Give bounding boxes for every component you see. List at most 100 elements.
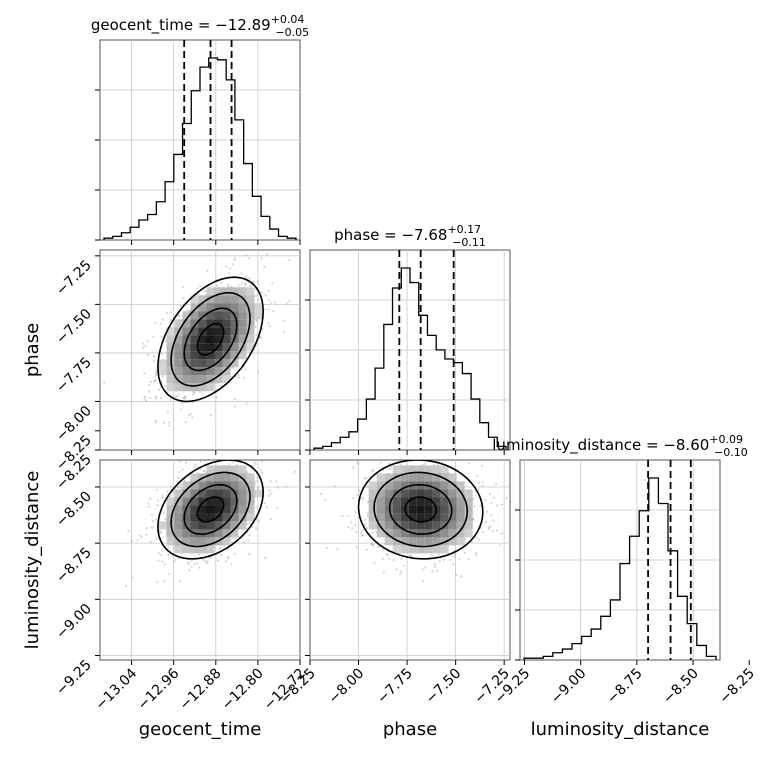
sample-point bbox=[186, 309, 189, 312]
sample-point bbox=[139, 534, 142, 537]
y-tick-label: −9.00 bbox=[53, 601, 95, 643]
density-cell bbox=[416, 465, 425, 474]
density-cell bbox=[400, 521, 409, 530]
sample-point bbox=[209, 414, 212, 417]
contour-level bbox=[170, 292, 251, 387]
sample-point bbox=[216, 559, 219, 562]
sample-point bbox=[453, 553, 456, 556]
sample-point bbox=[253, 461, 256, 464]
sample-point bbox=[255, 319, 258, 323]
sample-point bbox=[245, 254, 248, 257]
sample-point bbox=[371, 531, 374, 534]
sample-point bbox=[462, 456, 464, 458]
sample-point bbox=[256, 280, 259, 283]
density-cell bbox=[182, 383, 191, 392]
density-cell bbox=[432, 545, 441, 554]
density-cell bbox=[456, 481, 465, 490]
density-cell bbox=[182, 529, 191, 538]
sample-point bbox=[161, 560, 164, 563]
sample-point bbox=[256, 518, 259, 522]
sample-point bbox=[188, 569, 191, 572]
density-cell bbox=[174, 529, 183, 538]
sample-point bbox=[194, 463, 197, 466]
sample-point bbox=[253, 452, 255, 454]
sample-point bbox=[479, 504, 482, 507]
sample-point bbox=[153, 355, 156, 358]
density-cell bbox=[206, 521, 215, 530]
density-cell bbox=[392, 481, 401, 490]
density-cell bbox=[238, 295, 247, 304]
sample-point bbox=[174, 395, 177, 398]
density-cell bbox=[222, 537, 231, 546]
sample-point bbox=[193, 563, 196, 566]
density-cell bbox=[230, 359, 239, 368]
sample-point bbox=[184, 396, 187, 399]
density-cell bbox=[206, 489, 215, 498]
density-cell bbox=[464, 505, 473, 514]
density-cell bbox=[214, 529, 223, 538]
sample-point bbox=[449, 558, 452, 562]
density-cell bbox=[432, 465, 441, 474]
density-cell bbox=[214, 335, 223, 344]
x-tick-label: −8.75 bbox=[604, 666, 646, 708]
density-cell bbox=[376, 505, 385, 514]
sample-point bbox=[256, 371, 260, 374]
density-cell bbox=[392, 465, 401, 474]
density-cell bbox=[456, 529, 465, 538]
sample-point bbox=[144, 399, 148, 402]
density-cell bbox=[198, 521, 207, 530]
density-cell bbox=[456, 513, 465, 522]
sample-point bbox=[255, 527, 258, 530]
sample-point bbox=[175, 395, 178, 398]
sample-point bbox=[181, 468, 184, 471]
sample-point bbox=[155, 581, 158, 584]
sample-point bbox=[464, 538, 467, 541]
density-cell bbox=[416, 489, 425, 498]
sample-point bbox=[498, 544, 501, 547]
density-cell bbox=[254, 489, 263, 498]
sample-point bbox=[157, 559, 160, 562]
sample-point bbox=[268, 299, 271, 302]
sample-point bbox=[154, 321, 157, 324]
sample-point bbox=[180, 482, 183, 486]
sample-point bbox=[161, 375, 164, 378]
density-cell bbox=[182, 513, 191, 522]
sample-point bbox=[161, 494, 164, 497]
density-cell bbox=[448, 521, 457, 530]
sample-point bbox=[505, 497, 508, 500]
sample-point bbox=[154, 373, 158, 376]
density-cell bbox=[222, 343, 231, 352]
density-cell bbox=[166, 375, 175, 384]
density-cell bbox=[230, 481, 239, 490]
density-cell bbox=[166, 513, 175, 522]
density-cell bbox=[222, 473, 231, 482]
density-cell bbox=[400, 513, 409, 522]
density-cell bbox=[464, 489, 473, 498]
density-cell bbox=[182, 537, 191, 546]
sample-point bbox=[187, 561, 190, 564]
density-cell bbox=[174, 521, 183, 530]
density-cell bbox=[214, 367, 223, 376]
density-cell bbox=[440, 481, 449, 490]
sample-point bbox=[156, 504, 159, 507]
density-cell bbox=[190, 367, 199, 376]
density-cell bbox=[166, 327, 175, 336]
density-cell bbox=[206, 545, 215, 554]
panel-phase-hist bbox=[309, 249, 511, 451]
sample-point bbox=[458, 558, 461, 561]
density-cell bbox=[416, 505, 425, 514]
sample-point bbox=[352, 466, 355, 469]
sample-point bbox=[199, 460, 202, 463]
sample-point bbox=[268, 324, 271, 327]
density-cell bbox=[190, 335, 199, 344]
sample-point bbox=[161, 352, 164, 355]
sample-point bbox=[269, 518, 272, 521]
sample-point bbox=[399, 572, 402, 576]
sample-point bbox=[442, 558, 446, 562]
density-cell bbox=[440, 529, 449, 538]
sample-point bbox=[196, 562, 199, 565]
sample-point bbox=[162, 512, 165, 515]
density-cell bbox=[174, 335, 183, 344]
sample-point bbox=[150, 513, 153, 516]
sample-point bbox=[272, 310, 275, 313]
